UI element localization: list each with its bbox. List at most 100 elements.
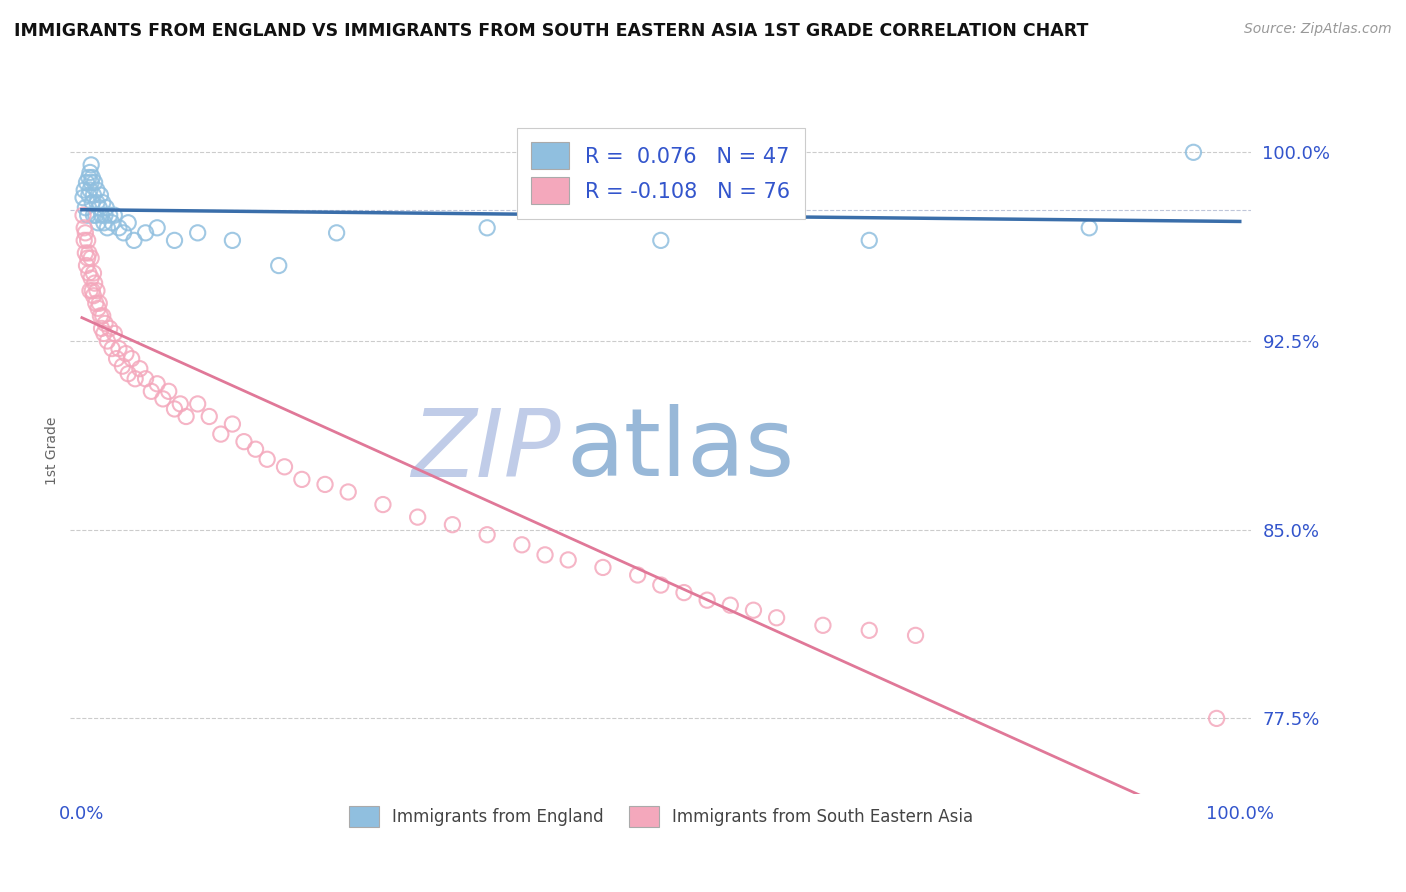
Point — [96, 334, 118, 348]
Point — [146, 220, 169, 235]
Point — [75, 246, 97, 260]
Point — [89, 309, 111, 323]
Point — [72, 208, 94, 222]
Point — [98, 208, 121, 222]
Point — [82, 208, 104, 222]
Point — [112, 226, 135, 240]
Point — [592, 560, 614, 574]
Point — [77, 170, 100, 185]
Point — [86, 284, 108, 298]
Point — [76, 251, 98, 265]
Point — [76, 259, 98, 273]
Point — [101, 216, 124, 230]
Point — [80, 158, 103, 172]
Point — [86, 183, 108, 197]
Point — [90, 321, 112, 335]
Point — [89, 188, 111, 202]
Point — [80, 251, 103, 265]
Point — [534, 548, 557, 562]
Point — [198, 409, 221, 424]
Point — [117, 367, 139, 381]
Point — [121, 351, 143, 366]
Point — [1078, 220, 1101, 235]
Point — [169, 397, 191, 411]
Point — [163, 233, 186, 247]
Point — [75, 226, 97, 240]
Point — [83, 176, 105, 190]
Point — [76, 208, 98, 222]
Point — [94, 208, 117, 222]
Point — [314, 477, 336, 491]
Point — [93, 216, 115, 230]
Point — [72, 191, 94, 205]
Point — [82, 188, 104, 202]
Point — [90, 208, 112, 222]
Point — [163, 401, 186, 416]
Point — [696, 593, 718, 607]
Text: atlas: atlas — [567, 404, 794, 497]
Point — [94, 317, 117, 331]
Point — [475, 527, 498, 541]
Point — [87, 301, 110, 316]
Point — [475, 220, 498, 235]
Point — [858, 624, 880, 638]
Point — [108, 220, 131, 235]
Point — [858, 233, 880, 247]
Point — [86, 195, 108, 210]
Point — [209, 427, 232, 442]
Text: IMMIGRANTS FROM ENGLAND VS IMMIGRANTS FROM SOUTH EASTERN ASIA 1ST GRADE CORRELAT: IMMIGRANTS FROM ENGLAND VS IMMIGRANTS FR… — [14, 22, 1088, 40]
Point — [337, 485, 360, 500]
Legend: Immigrants from England, Immigrants from South Eastern Asia: Immigrants from England, Immigrants from… — [342, 799, 980, 834]
Point — [82, 284, 104, 298]
Text: ZIP: ZIP — [411, 405, 561, 496]
Point — [103, 208, 125, 222]
Point — [245, 442, 267, 457]
Point — [406, 510, 429, 524]
Point — [742, 603, 765, 617]
Point — [187, 397, 209, 411]
Point — [135, 372, 157, 386]
Point — [105, 351, 128, 366]
Point — [1205, 711, 1227, 725]
Point — [73, 220, 96, 235]
Point — [650, 233, 672, 247]
Point — [718, 598, 741, 612]
Point — [77, 188, 100, 202]
Point — [141, 384, 163, 399]
Point — [76, 176, 98, 190]
Point — [93, 326, 115, 341]
Point — [273, 459, 295, 474]
Point — [672, 585, 695, 599]
Point — [157, 384, 180, 399]
Point — [765, 611, 787, 625]
Point — [75, 201, 97, 215]
Point — [103, 326, 125, 341]
Point — [291, 472, 314, 486]
Point — [267, 259, 290, 273]
Point — [77, 246, 100, 260]
Point — [101, 342, 124, 356]
Point — [82, 195, 104, 210]
Point — [122, 233, 145, 247]
Point — [1182, 145, 1205, 160]
Point — [174, 409, 197, 424]
Point — [83, 276, 105, 290]
Point — [96, 220, 118, 235]
Point — [135, 226, 157, 240]
Point — [76, 233, 98, 247]
Point — [91, 195, 114, 210]
Point — [80, 271, 103, 285]
Point — [73, 233, 96, 247]
Point — [115, 346, 138, 360]
Point — [124, 372, 146, 386]
Point — [82, 289, 104, 303]
Point — [91, 309, 114, 323]
Point — [108, 342, 131, 356]
Point — [371, 498, 394, 512]
Point — [82, 170, 104, 185]
Point — [650, 578, 672, 592]
Text: Source: ZipAtlas.com: Source: ZipAtlas.com — [1244, 22, 1392, 37]
Point — [73, 183, 96, 197]
Point — [627, 568, 650, 582]
Point — [79, 284, 101, 298]
